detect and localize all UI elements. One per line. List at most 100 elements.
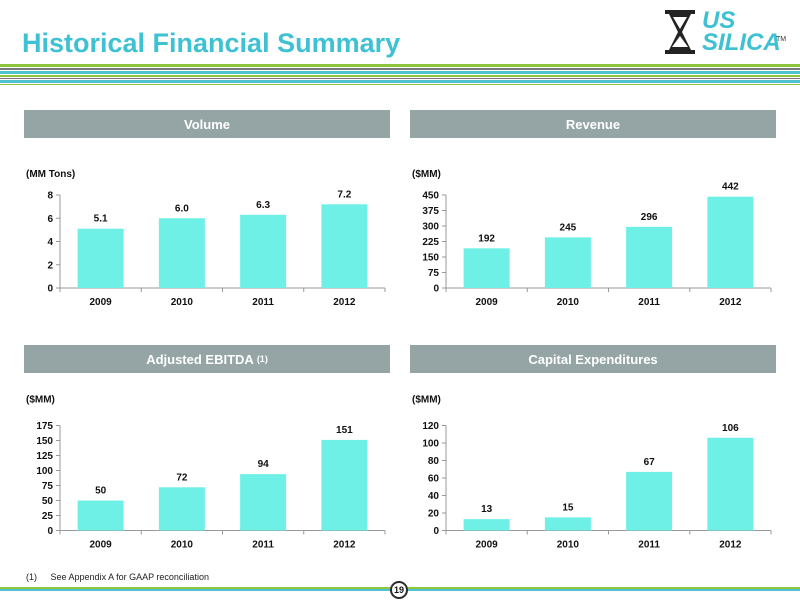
y-tick-label: 225 bbox=[422, 237, 439, 248]
x-tick-label: 2010 bbox=[171, 297, 194, 308]
data-label: 50 bbox=[95, 486, 107, 497]
y-tick-label: 80 bbox=[428, 456, 440, 467]
x-tick-label: 2009 bbox=[90, 540, 113, 551]
y-tick-label: 125 bbox=[36, 451, 53, 462]
bar bbox=[463, 519, 510, 531]
x-tick-label: 2011 bbox=[252, 540, 274, 551]
data-label: 442 bbox=[722, 182, 739, 193]
x-tick-label: 2010 bbox=[557, 540, 580, 551]
footnote: (1) See Appendix A for GAAP reconciliati… bbox=[26, 572, 209, 582]
x-tick-label: 2012 bbox=[719, 297, 742, 308]
panel-header-revenue: Revenue bbox=[410, 110, 776, 138]
y-tick-label: 0 bbox=[433, 526, 439, 537]
panel-header-volume: Volume bbox=[24, 110, 390, 138]
page-title: Historical Financial Summary bbox=[22, 28, 401, 58]
revenue-chart: ($MM) 0 75 150 225 300 375 450 192 2009 245 2010 296… bbox=[412, 169, 772, 308]
x-tick-label: 2012 bbox=[333, 297, 356, 308]
data-label: 151 bbox=[336, 425, 353, 436]
unit-label: ($MM) bbox=[26, 395, 55, 406]
panel-header-label: Capital Expenditures bbox=[528, 351, 658, 367]
unit-label: (MM Tons) bbox=[26, 169, 75, 180]
y-tick-label: 100 bbox=[422, 439, 439, 450]
volume-chart: (MM Tons) 0 2 4 6 8 5.1 2009 6.0 2010 6.3 2011 7.2 20… bbox=[26, 169, 386, 308]
bar bbox=[463, 248, 510, 288]
footnote-text: See Appendix A for GAAP reconciliation bbox=[50, 572, 209, 582]
x-tick-label: 2009 bbox=[476, 540, 499, 551]
data-label: 296 bbox=[641, 212, 658, 223]
panel-header-footnote-ref: (1) bbox=[256, 354, 268, 364]
x-tick-label: 2011 bbox=[638, 540, 660, 551]
x-tick-label: 2011 bbox=[638, 297, 660, 308]
y-tick-label: 0 bbox=[47, 526, 53, 537]
bar bbox=[240, 214, 287, 288]
trademark-mark: TM bbox=[776, 36, 787, 43]
bar bbox=[707, 437, 754, 531]
page-number: 19 bbox=[390, 581, 408, 599]
panel-header-label: Adjusted EBITDA bbox=[146, 351, 254, 367]
y-tick-label: 50 bbox=[42, 496, 54, 507]
x-tick-label: 2010 bbox=[557, 297, 580, 308]
data-label: 6.0 bbox=[175, 203, 189, 214]
y-tick-label: 25 bbox=[42, 511, 54, 522]
unit-label: ($MM) bbox=[412, 395, 441, 406]
data-label: 192 bbox=[478, 233, 495, 244]
bar bbox=[77, 228, 124, 288]
y-tick-label: 150 bbox=[36, 436, 53, 447]
us-silica-logo: US SILICA TM bbox=[664, 7, 787, 58]
bar bbox=[544, 517, 591, 531]
y-tick-label: 4 bbox=[47, 237, 53, 248]
data-label: 5.1 bbox=[94, 214, 108, 225]
y-tick-label: 0 bbox=[433, 284, 439, 295]
bar bbox=[77, 500, 124, 531]
y-tick-label: 60 bbox=[428, 474, 440, 485]
panel-header-capital-expenditures: Capital Expenditures bbox=[410, 345, 776, 373]
capital-expenditures-chart: ($MM) 0 20 40 60 80 100 120 13 2009 15 2010 67 2011 10… bbox=[412, 395, 772, 551]
y-tick-label: 75 bbox=[42, 481, 54, 492]
panel-header-label: Revenue bbox=[565, 116, 621, 132]
bar bbox=[240, 474, 287, 531]
panel-header-label: Volume bbox=[184, 116, 230, 132]
data-label: 7.2 bbox=[337, 189, 351, 200]
x-tick-label: 2009 bbox=[476, 297, 499, 308]
x-tick-label: 2009 bbox=[90, 297, 113, 308]
y-tick-label: 450 bbox=[422, 191, 439, 202]
y-tick-label: 0 bbox=[47, 284, 53, 295]
y-tick-label: 8 bbox=[47, 191, 53, 202]
data-label: 15 bbox=[562, 502, 574, 513]
logo-text-silica: SILICA bbox=[702, 29, 781, 56]
data-label: 245 bbox=[560, 222, 577, 233]
unit-label: ($MM) bbox=[412, 169, 441, 180]
data-label: 94 bbox=[258, 459, 270, 470]
footnote-number: (1) bbox=[26, 572, 37, 582]
x-tick-label: 2011 bbox=[252, 297, 274, 308]
bar bbox=[626, 226, 673, 288]
bar bbox=[158, 487, 205, 531]
bar bbox=[626, 471, 673, 531]
x-tick-label: 2012 bbox=[719, 540, 742, 551]
y-tick-label: 175 bbox=[36, 421, 53, 432]
y-tick-label: 150 bbox=[422, 253, 439, 264]
y-tick-label: 20 bbox=[428, 509, 440, 520]
data-label: 106 bbox=[722, 423, 739, 434]
y-tick-label: 300 bbox=[422, 222, 439, 233]
y-tick-label: 100 bbox=[36, 466, 53, 477]
bar bbox=[321, 439, 368, 531]
y-tick-label: 75 bbox=[428, 268, 440, 279]
x-tick-label: 2012 bbox=[333, 540, 356, 551]
bar bbox=[321, 204, 368, 288]
bar bbox=[158, 218, 205, 288]
data-label: 72 bbox=[176, 472, 188, 483]
bar bbox=[544, 237, 591, 288]
adjusted-ebitda-chart: ($MM) 0 25 50 75 100 125 150 175 50 2009 72 2010 94 20… bbox=[26, 395, 386, 551]
logo-text-us: US bbox=[702, 7, 736, 34]
hourglass-icon bbox=[665, 10, 695, 54]
y-tick-label: 375 bbox=[422, 206, 439, 217]
bar bbox=[707, 196, 754, 288]
header-stripes bbox=[0, 64, 800, 85]
y-tick-label: 6 bbox=[47, 214, 53, 225]
y-tick-label: 40 bbox=[428, 491, 440, 502]
y-tick-label: 120 bbox=[422, 421, 439, 432]
data-label: 6.3 bbox=[256, 200, 270, 211]
data-label: 67 bbox=[644, 457, 656, 468]
panel-header-adjusted-ebitda: Adjusted EBITDA (1) bbox=[24, 345, 390, 373]
